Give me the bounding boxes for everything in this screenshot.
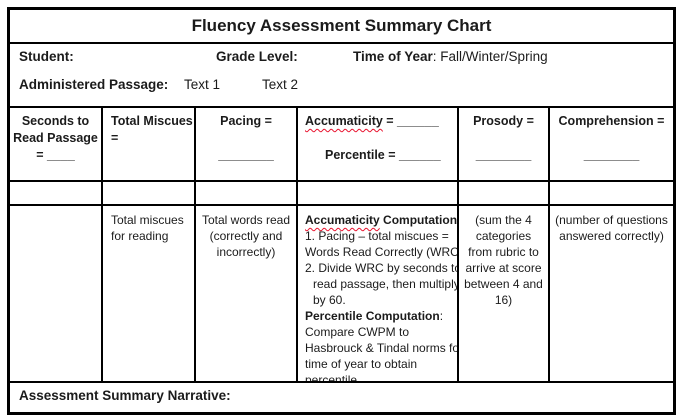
header-total-miscues: Total Miscues = ________ [103,108,196,182]
passage-option-text1[interactable]: Text 1 [184,77,221,92]
note-pacing: Total words read (correctly and incorrec… [196,206,298,381]
assessment-summary-narrative-label: Assessment Summary Narrative: [19,388,231,403]
page-title: Fluency Assessment Summary Chart [191,16,492,35]
accumaticity-blank-field[interactable]: = ______ [382,114,439,128]
passage-option-text2[interactable]: Text 2 [262,77,299,92]
student-label: Student: [19,49,74,64]
note-comprehension: (number of questions answered correctly) [555,213,668,243]
header-comprehension: Comprehension = ________ [550,108,673,182]
grade-level-label: Grade Level: [216,49,298,64]
misspelled-word: Accumaticity [305,213,380,227]
blank-cell-prosody[interactable] [459,182,550,206]
time-of-year-value: : Fall/Winter/Spring [432,49,548,64]
header-prosody: Prosody = ________ [459,108,550,182]
note-seconds-empty [10,206,103,381]
misspelled-word: Accumaticity [305,114,383,128]
info-line-2: Administered Passage: Text 1 Text 2 [10,77,673,97]
note-total-miscues: Total miscues for reading [103,206,196,381]
time-of-year-label: Time of Year [353,49,433,64]
blank-cell-comprehension[interactable] [550,182,673,206]
blank-cell-pacing[interactable] [196,182,298,206]
pacing-blank-field[interactable]: ________ [218,148,274,162]
seconds-blank-field[interactable]: = ____ [36,148,75,162]
blank-cell-miscues[interactable] [103,182,196,206]
prosody-blank-field[interactable]: ________ [475,148,532,162]
note-accumaticity-computation: Accumaticity Computation: 1. Pacing – to… [298,206,459,381]
header-seconds-to-read: Seconds to Read Passage = ____ [10,108,103,182]
info-section: Student: Grade Level: Time of Year: Fall… [10,42,673,106]
info-line-1: Student: Grade Level: Time of Year: Fall… [10,49,673,69]
note-prosody: (sum the 4 categories from rubric to arr… [459,206,550,381]
percentile-blank-field[interactable]: Percentile = ______ [325,148,441,162]
header-accumaticity: Accumaticity = ______ Percentile = _____… [298,108,459,182]
header-pacing: Pacing = ________ [196,108,298,182]
fluency-chart-table: Fluency Assessment Summary Chart Student… [7,7,676,415]
time-of-year: Time of Year: Fall/Winter/Spring [353,49,548,64]
summary-grid: Seconds to Read Passage = ____ Total Mis… [10,106,673,381]
blank-cell-accumaticity[interactable] [298,182,459,206]
comprehension-blank-field[interactable]: ________ [583,148,640,162]
assessment-summary-narrative[interactable]: Assessment Summary Narrative: [10,381,673,412]
administered-passage-label: Administered Passage: [19,77,169,92]
blank-cell-seconds[interactable] [10,182,103,206]
title-row: Fluency Assessment Summary Chart [10,10,673,42]
